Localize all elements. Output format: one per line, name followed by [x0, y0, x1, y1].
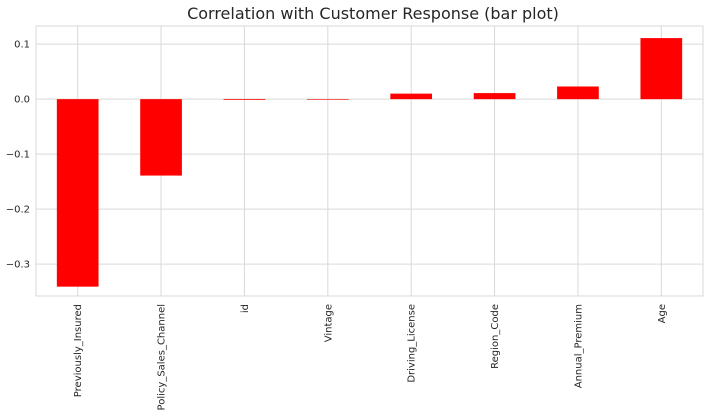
y-tick-label: 0.1 — [14, 40, 30, 51]
chart-title: Correlation with Customer Response (bar … — [187, 4, 559, 23]
x-tick-label: Annual_Premium — [573, 304, 584, 388]
bar-annual-premium — [557, 86, 599, 100]
bar-policy-sales-channel — [140, 99, 182, 176]
bars — [56, 38, 683, 287]
y-axis-ticks: 0.1 0.0 −0.1 −0.2 −0.3 — [6, 40, 30, 271]
x-axis-ticks: Previously_Insured Policy_Sales_Channel id… — [73, 304, 668, 410]
bar-previously-insured — [56, 99, 99, 287]
x-tick-label: Region_Code — [490, 304, 501, 369]
y-tick-label: −0.1 — [6, 150, 30, 161]
bar-region-code — [473, 93, 516, 100]
x-tick-label: Policy_Sales_Channel — [157, 304, 168, 410]
bar-vintage — [306, 99, 349, 100]
bar-id — [223, 99, 266, 100]
y-tick-label: 0.0 — [14, 95, 30, 106]
grid-lines — [36, 26, 703, 296]
x-tick-label: Vintage — [323, 304, 334, 342]
x-tick-label: Age — [657, 304, 668, 323]
y-tick-label: −0.3 — [6, 260, 30, 271]
bar-driving-license — [390, 93, 433, 100]
x-tick-label: id — [240, 304, 251, 313]
y-tick-label: −0.2 — [6, 205, 30, 216]
bar-age — [640, 38, 683, 100]
plot-frame — [35, 25, 704, 297]
x-tick-label: Previously_Insured — [73, 304, 84, 397]
x-tick-label: Driving_License — [407, 304, 418, 383]
